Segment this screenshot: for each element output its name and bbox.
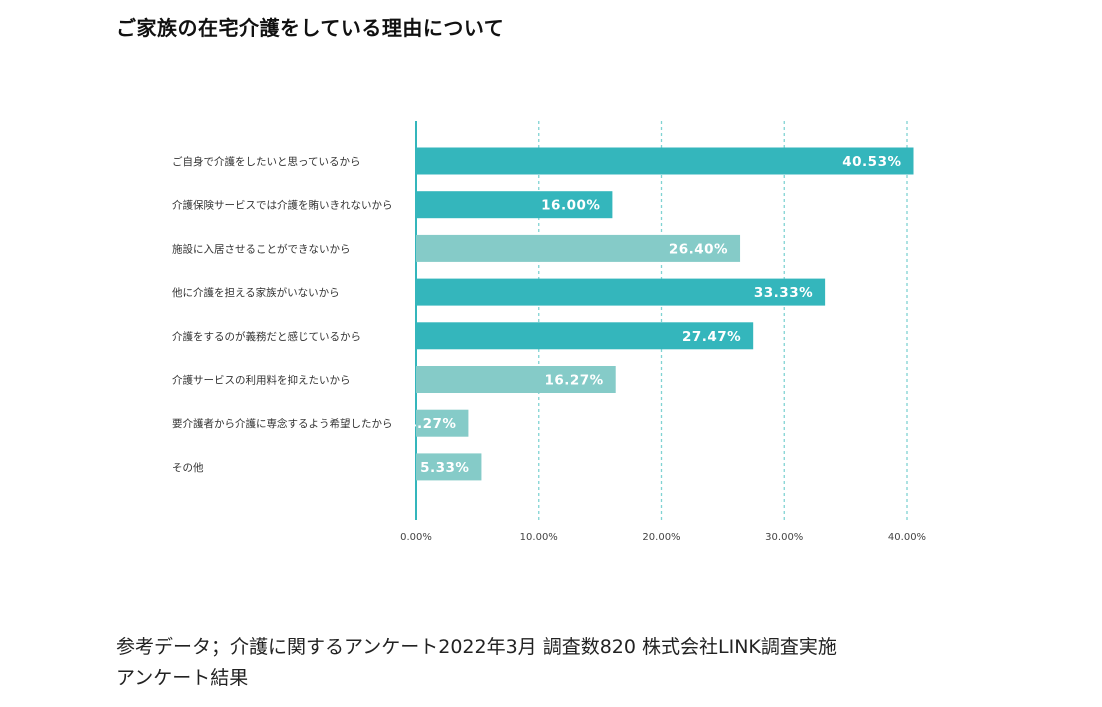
bar-value-label: 40.53% (842, 154, 901, 170)
bar-value-label: 16.27% (544, 373, 603, 389)
bar-value-label: 4.27% (407, 416, 456, 432)
x-tick-label: 0.00% (400, 532, 432, 543)
category-label: 介護保険サービスでは介護を賄いきれないから (172, 199, 393, 212)
bar-value-label: 27.47% (682, 329, 741, 345)
x-tick-label: 20.00% (642, 532, 680, 543)
tick-label-layer: 0.00% 10.00% 20.00% 30.00% 40.00% (400, 532, 926, 543)
bar (416, 234, 741, 262)
bar (416, 366, 616, 393)
x-tick-label: 40.00% (888, 532, 926, 543)
category-label: ご自身で介護をしたいと思っているから (172, 155, 360, 168)
category-label: 他に介護を担える家族がいないから (172, 286, 340, 299)
bar-value-label: 26.40% (669, 241, 728, 257)
category-label: 介護サービスの利用料を抑えたいから (172, 374, 351, 387)
bar (416, 278, 826, 306)
category-label: 要介護者から介護に専念するよう希望したから (172, 417, 393, 430)
bar (416, 147, 914, 175)
source-note: 参考データ；介護に関するアンケート2022年3月 調査数820 株式会社LINK… (116, 632, 837, 694)
category-label: 介護をするのが義務だと感じているから (172, 330, 361, 343)
bar (416, 409, 469, 437)
bar (416, 322, 754, 350)
source-line-2: アンケート結果 (116, 667, 249, 689)
category-label: その他 (172, 461, 204, 474)
x-tick-label: 30.00% (765, 532, 803, 543)
bar (416, 453, 482, 481)
bar-value-label: 5.33% (420, 460, 469, 476)
chart-title: ご家族の在宅介護をしている理由について (116, 16, 505, 40)
bar-layer: 40.53% 16.00% 26.40% 33.33% 27.47% 16.27% 4.27… (407, 147, 914, 481)
grid-layer (415, 121, 908, 520)
bar-chart: 40.53% 16.00% 26.40% 33.33% 27.47% 16.27% 4.27… (172, 121, 926, 543)
category-label: 施設に入居させることができないから (172, 242, 351, 255)
source-line-1: 参考データ；介護に関するアンケート2022年3月 調査数820 株式会社LINK… (116, 636, 837, 658)
category-label-layer: ご自身で介護をしたいと思っているから介護保険サービスでは介護を賄いきれないから施… (172, 155, 393, 474)
bar-value-label: 16.00% (541, 198, 600, 214)
bar (416, 191, 613, 219)
bar-value-label: 33.33% (754, 285, 813, 301)
x-tick-label: 10.00% (520, 532, 558, 543)
